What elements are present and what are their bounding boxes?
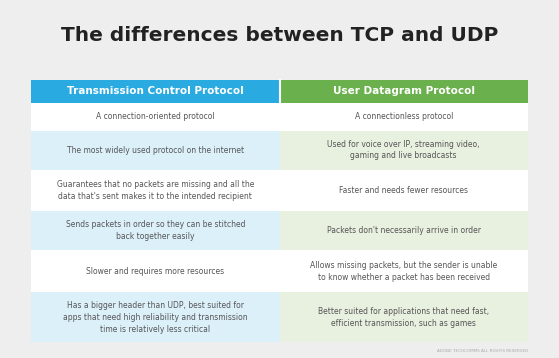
FancyBboxPatch shape bbox=[280, 170, 528, 211]
Text: Better suited for applications that need fast,
efficient transmission, such as g: Better suited for applications that need… bbox=[318, 307, 489, 328]
FancyBboxPatch shape bbox=[31, 103, 280, 131]
FancyBboxPatch shape bbox=[280, 131, 528, 170]
Text: Transmission Control Protocol: Transmission Control Protocol bbox=[67, 86, 244, 96]
Text: Has a bigger header than UDP, best suited for
apps that need high reliability an: Has a bigger header than UDP, best suite… bbox=[63, 301, 248, 334]
Text: Sends packets in order so they can be stitched
back together easily: Sends packets in order so they can be st… bbox=[65, 221, 245, 241]
Text: Guarantees that no packets are missing and all the
data that's sent makes it to : Guarantees that no packets are missing a… bbox=[56, 180, 254, 201]
Text: Used for voice over IP, streaming video,
gaming and live broadcasts: Used for voice over IP, streaming video,… bbox=[328, 140, 480, 160]
Text: Faster and needs fewer resources: Faster and needs fewer resources bbox=[339, 186, 468, 195]
Text: The most widely used protocol on the internet: The most widely used protocol on the int… bbox=[67, 145, 244, 155]
FancyBboxPatch shape bbox=[280, 103, 528, 131]
Text: Slower and requires more resources: Slower and requires more resources bbox=[86, 267, 224, 276]
Text: A connection-oriented protocol: A connection-oriented protocol bbox=[96, 112, 215, 121]
FancyBboxPatch shape bbox=[280, 292, 528, 342]
FancyBboxPatch shape bbox=[31, 250, 280, 292]
FancyBboxPatch shape bbox=[31, 131, 280, 170]
FancyBboxPatch shape bbox=[280, 250, 528, 292]
Text: The differences between TCP and UDP: The differences between TCP and UDP bbox=[61, 26, 498, 45]
FancyBboxPatch shape bbox=[280, 211, 528, 250]
FancyBboxPatch shape bbox=[31, 79, 280, 103]
FancyBboxPatch shape bbox=[31, 211, 280, 250]
FancyBboxPatch shape bbox=[280, 79, 528, 103]
Text: A connectionless protocol: A connectionless protocol bbox=[354, 112, 453, 121]
Text: Packets don't necessarily arrive in order: Packets don't necessarily arrive in orde… bbox=[326, 226, 481, 235]
Text: ADOBE TECHCOMMS ALL RIGHTS RESERVED: ADOBE TECHCOMMS ALL RIGHTS RESERVED bbox=[437, 349, 528, 353]
FancyBboxPatch shape bbox=[31, 79, 528, 342]
Text: Allows missing packets, but the sender is unable
to know whether a packet has be: Allows missing packets, but the sender i… bbox=[310, 261, 498, 282]
Text: User Datagram Protocol: User Datagram Protocol bbox=[333, 86, 475, 96]
FancyBboxPatch shape bbox=[31, 170, 280, 211]
FancyBboxPatch shape bbox=[31, 292, 280, 342]
